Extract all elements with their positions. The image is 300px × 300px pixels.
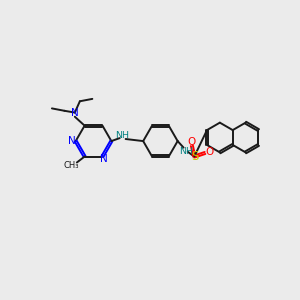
Text: CH₃: CH₃ (63, 161, 79, 170)
Text: S: S (191, 150, 199, 163)
Text: NH: NH (179, 147, 193, 156)
Text: NH: NH (115, 130, 129, 140)
Text: O: O (205, 147, 213, 158)
Text: O: O (188, 137, 196, 147)
Text: N: N (68, 136, 76, 146)
Text: N: N (100, 154, 107, 164)
Text: N: N (71, 108, 79, 118)
